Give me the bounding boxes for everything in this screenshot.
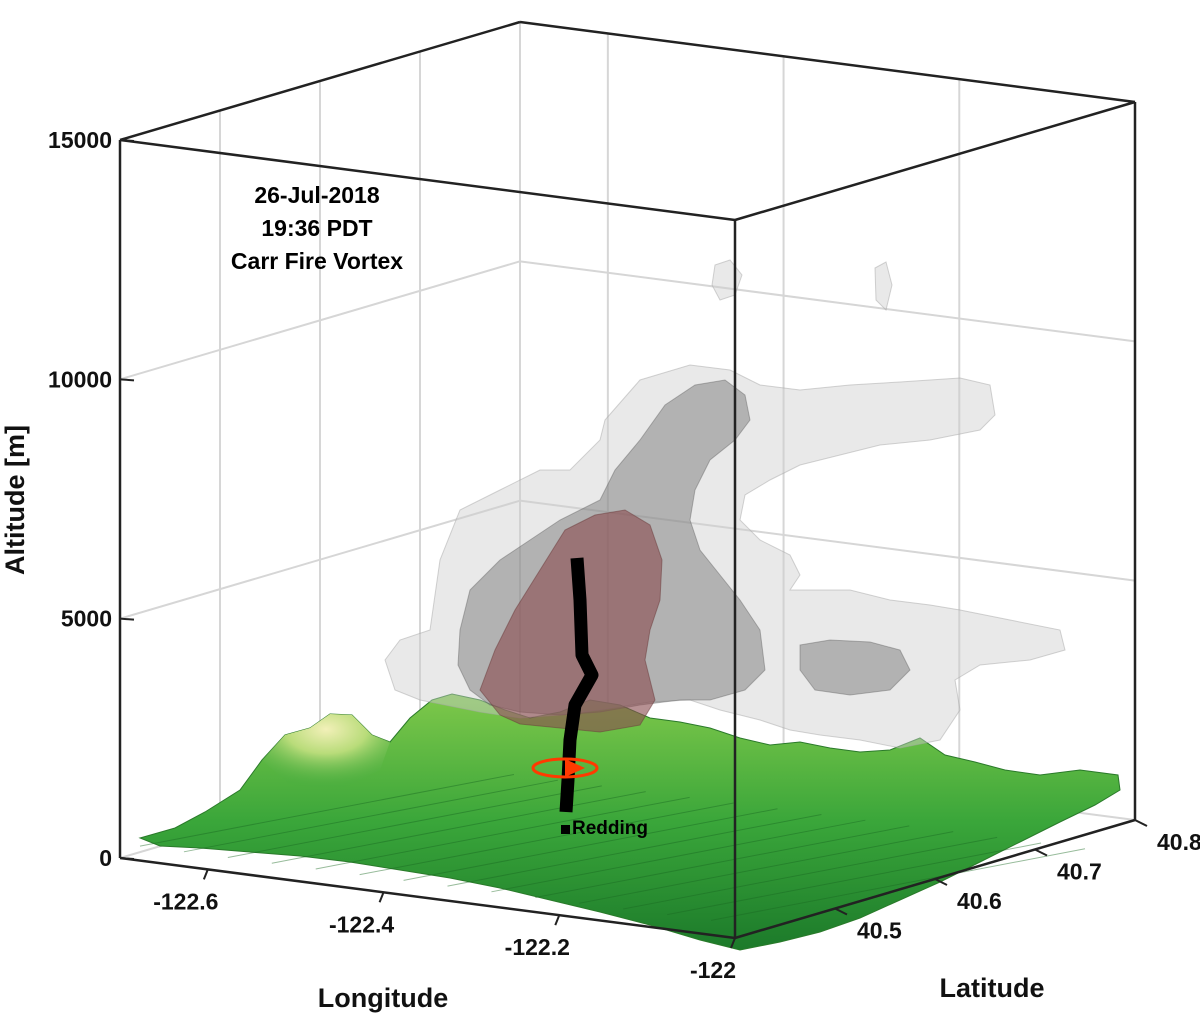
y-tick-mark xyxy=(834,907,848,916)
ridge-line xyxy=(535,825,910,899)
redding-label: Redding xyxy=(572,818,648,839)
box-edge-top-front xyxy=(119,138,736,222)
terrain-surface xyxy=(138,693,1121,951)
annotation-time: 19:36 PDT xyxy=(261,215,372,241)
ridge-line xyxy=(183,779,558,853)
x-tick-label: -122.6 xyxy=(153,888,218,914)
annotation-title: Carr Fire Vortex xyxy=(231,248,403,274)
annotation-date: 26-Jul-2018 xyxy=(254,182,380,208)
axes-box xyxy=(118,20,1137,940)
redding-marker xyxy=(561,825,570,834)
y-tick-label: 40.7 xyxy=(1057,859,1102,885)
z-tick-label: 15000 xyxy=(48,127,112,153)
y-axis-label: Latitude xyxy=(940,973,1045,1003)
x-tick-label: -122 xyxy=(690,957,736,983)
x-axis-ticks: -122.6 -122.4 -122.2 -122 xyxy=(153,869,736,983)
ridge-line xyxy=(139,773,515,847)
box-edge-top-left xyxy=(119,20,521,142)
y-axis-ticks: 40.5 40.6 40.7 40.8 xyxy=(834,819,1200,944)
box-edge-top-back xyxy=(519,20,1136,104)
ridge-line xyxy=(359,802,734,876)
y-tick-mark xyxy=(1134,819,1148,827)
annotation-block: 26-Jul-2018 19:36 PDT Carr Fire Vortex xyxy=(231,182,403,274)
x-tick-mark xyxy=(730,937,736,949)
x-tick-mark xyxy=(378,891,385,903)
z-axis-ticks: 0 5000 10000 15000 xyxy=(48,127,135,871)
box-edge-top-right xyxy=(734,100,1136,222)
ridge-line xyxy=(491,819,866,893)
terrain-base xyxy=(138,693,1121,951)
y-tick-mark xyxy=(1034,848,1048,857)
ridge-line xyxy=(623,836,998,910)
y-tick-mark xyxy=(934,878,948,886)
x-tick-label: -122.2 xyxy=(505,934,570,960)
ridge-line xyxy=(227,785,602,859)
x-tick-label: -122.4 xyxy=(329,911,394,937)
x-tick-mark xyxy=(554,914,561,926)
z-axis-label: Altitude [m] xyxy=(0,425,30,575)
x-axis-label: Longitude xyxy=(318,983,448,1013)
z-tick-label: 10000 xyxy=(48,366,112,392)
z-tick-mark xyxy=(119,617,135,621)
rotation-arrow-icon xyxy=(531,757,599,779)
ridge-line xyxy=(710,848,1086,921)
ridge-line xyxy=(447,813,822,887)
ridge-line xyxy=(667,842,1042,916)
vortex-core-isosurface xyxy=(479,509,663,733)
z-tick-label: 0 xyxy=(99,845,112,871)
ridge-line xyxy=(271,791,646,864)
y-tick-label: 40.6 xyxy=(957,888,1002,914)
terrain-peak xyxy=(262,714,390,790)
z-tick-mark xyxy=(119,139,135,142)
ridge-line xyxy=(403,808,778,881)
z-tick-mark xyxy=(119,857,135,860)
terrain-ridges xyxy=(139,773,1086,921)
z-tick-mark xyxy=(119,378,135,382)
z-tick-label: 5000 xyxy=(61,606,112,632)
box-edge-front-bottom xyxy=(119,856,736,940)
ridge-line xyxy=(579,831,954,904)
ridge-line xyxy=(315,796,690,870)
y-tick-label: 40.5 xyxy=(857,918,902,944)
x-tick-mark xyxy=(202,869,209,880)
grid-line-z-right xyxy=(519,260,1136,343)
y-tick-label: 40.8 xyxy=(1157,829,1200,855)
